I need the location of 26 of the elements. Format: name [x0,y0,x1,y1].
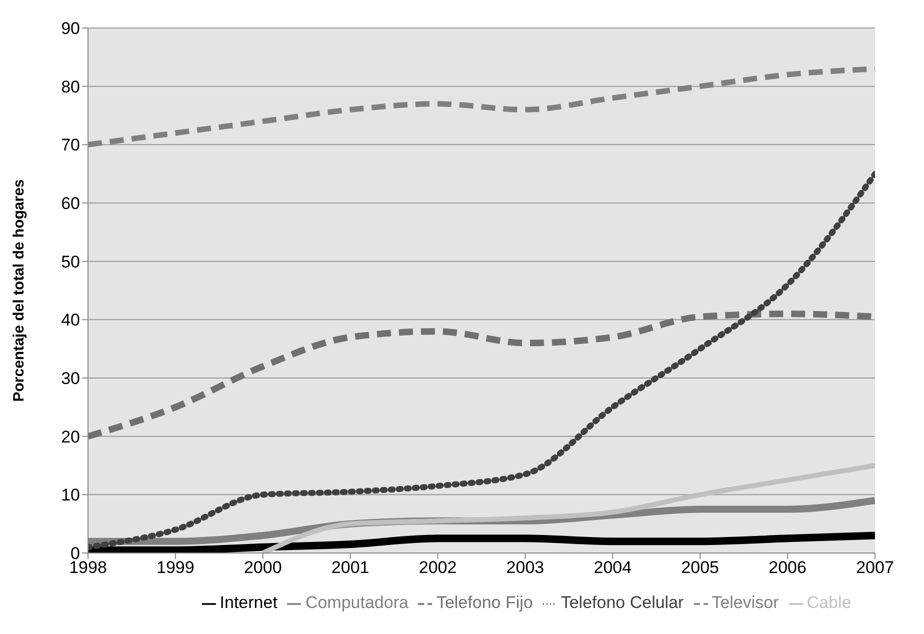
y-tick-label: 70 [61,136,80,155]
x-tick-label: 2007 [856,558,894,578]
x-tick-label: 1999 [156,558,194,578]
y-tick-label: 50 [61,252,80,272]
x-tick-label: 2005 [681,558,720,578]
y-tick-label: 80 [61,77,80,96]
x-tick-label: 1998 [69,558,107,578]
x-tick-label: 2003 [506,558,544,578]
y-tick-label: 60 [61,194,80,214]
x-tick-label: 2004 [594,558,632,578]
legend-label: Internet [220,593,278,612]
legend-label: Cable [806,593,852,612]
x-tick-label: 2002 [418,558,457,578]
legend-label: Telefono Celular [560,593,684,612]
y-tick-label: 90 [61,19,80,38]
x-tick-label: 2000 [244,558,282,578]
legend-label: Televisor [712,593,779,612]
legend-label: Telefono Fijo [436,593,533,612]
y-axis-title: Porcentaje del total de hogares [10,179,28,402]
y-tick-label: 30 [61,369,80,388]
legend-label: Computadora [305,593,408,612]
y-tick-label: 20 [61,427,80,446]
y-tick-label: 10 [61,486,80,505]
x-tick-label: 2001 [331,558,370,578]
y-tick-label: 40 [61,310,80,330]
x-tick-label: 2006 [768,558,806,578]
